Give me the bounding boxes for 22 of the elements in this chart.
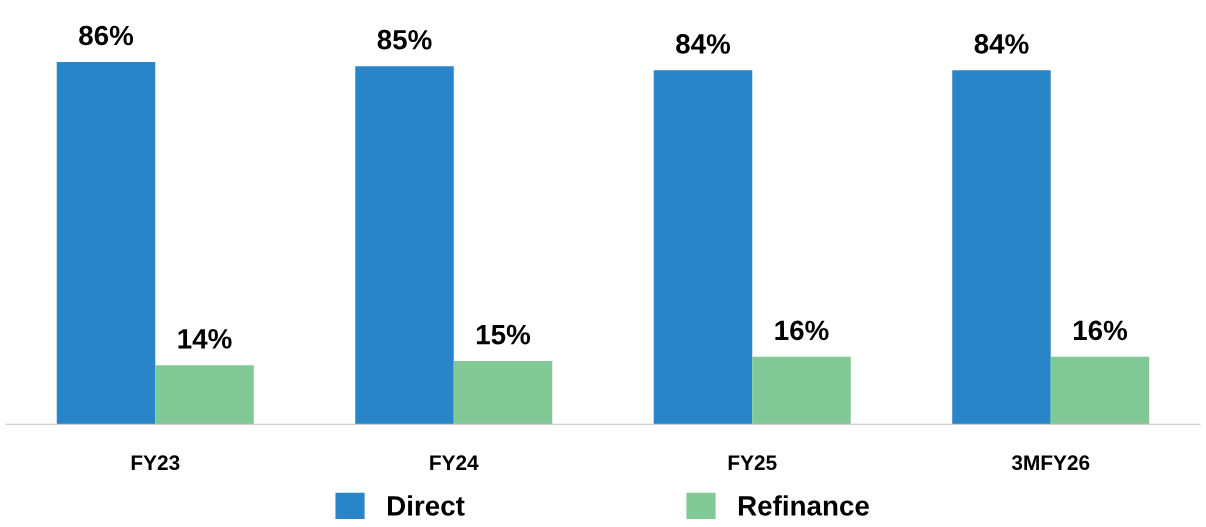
data-label: 14% <box>178 329 232 349</box>
data-label: 85% <box>377 29 432 50</box>
x-tick-label: FY24 <box>430 455 479 470</box>
bar <box>653 70 753 425</box>
data-label: 15% <box>476 324 531 345</box>
legend-label: Refinance <box>738 495 869 516</box>
data-label: 86% <box>79 25 134 46</box>
bar <box>56 61 156 425</box>
x-tick-label: FY23 <box>131 455 180 471</box>
data-label: 84% <box>974 34 1029 54</box>
bar <box>155 365 254 425</box>
bar <box>1050 356 1150 425</box>
bar <box>752 356 851 425</box>
legend-label: Direct <box>388 495 465 516</box>
bar <box>355 66 454 425</box>
data-label: 16% <box>775 320 829 341</box>
data-label: 16% <box>1073 320 1128 341</box>
bar <box>952 70 1051 425</box>
bar <box>453 361 553 425</box>
x-tick-label: FY25 <box>728 455 777 471</box>
x-tick-label: 3MFY26 <box>1011 455 1090 471</box>
data-label: 84% <box>676 34 731 54</box>
